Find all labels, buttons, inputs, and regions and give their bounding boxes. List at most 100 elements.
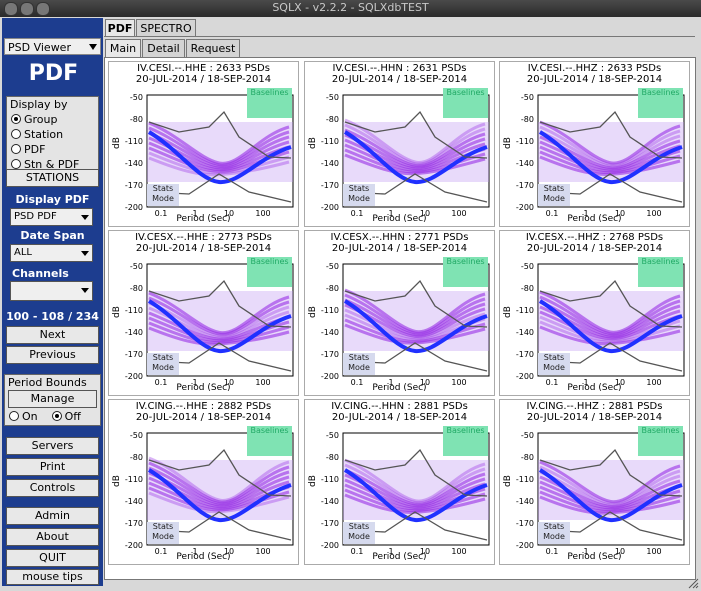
next-button[interactable]: Next xyxy=(6,326,99,344)
y-tick-label: -110 xyxy=(516,306,534,315)
y-tick-label: -50 xyxy=(521,431,534,440)
display-pdf-select[interactable]: PSD PDF xyxy=(10,208,93,226)
radio-station[interactable]: Station xyxy=(7,127,98,142)
minimize-icon[interactable] xyxy=(20,2,34,16)
stats-legend[interactable]: Stats Mode xyxy=(538,522,570,544)
baselines-legend[interactable]: Baselines xyxy=(638,257,683,287)
baselines-legend[interactable]: Baselines xyxy=(443,88,488,118)
stats-label: Stats xyxy=(348,353,370,362)
stats-label: Stats xyxy=(152,184,174,193)
tab-request[interactable]: Request xyxy=(186,39,240,57)
y-tick-label: -140 xyxy=(321,328,339,337)
pdf-plot[interactable]: IV.CING.--.HHE : 2882 PSDs 20-JUL-2014 /… xyxy=(108,399,299,565)
plot-dates: 20-JUL-2014 / 18-SEP-2014 xyxy=(526,74,663,85)
x-tick-label: 100 xyxy=(646,209,661,218)
y-tick-label: -50 xyxy=(521,262,534,271)
radio-on[interactable]: On xyxy=(9,410,38,423)
channels-select[interactable] xyxy=(10,281,93,301)
controls-button[interactable]: Controls xyxy=(6,479,99,497)
radio-label: Stn & PDF xyxy=(24,158,80,171)
about-button[interactable]: About xyxy=(6,528,99,546)
stats-legend[interactable]: Stats Mode xyxy=(147,522,179,544)
y-tick-label: -170 xyxy=(125,519,143,528)
period-bounds-panel: Period Bounds Manage On Off xyxy=(4,374,101,426)
x-tick-label: 10 xyxy=(420,378,430,387)
radio-pdf[interactable]: PDF xyxy=(7,142,98,157)
mouse-tips-button[interactable]: mouse tips xyxy=(6,569,99,585)
pdf-plot[interactable]: IV.CESX.--.HHE : 2773 PSDs 20-JUL-2014 /… xyxy=(108,230,299,396)
y-tick-label: -140 xyxy=(516,497,534,506)
tab-spectro[interactable]: SPECTRO xyxy=(136,19,196,37)
pdf-plot[interactable]: IV.CING.--.HHZ : 2881 PSDs 20-JUL-2014 /… xyxy=(499,399,690,565)
baselines-legend[interactable]: Baselines xyxy=(443,257,488,287)
tab-main[interactable]: Main xyxy=(105,39,141,57)
stats-legend[interactable]: Stats Mode xyxy=(147,184,179,206)
x-tick-label: 1 xyxy=(192,209,197,218)
stats-legend[interactable]: Stats Mode xyxy=(538,184,570,206)
plot-title: IV.CESI.--.HHE : 2633 PSDs xyxy=(137,63,270,74)
radio-off[interactable]: Off xyxy=(51,410,81,423)
date-span-label: Date Span xyxy=(20,229,85,242)
y-tick-label: -50 xyxy=(521,93,534,102)
admin-button[interactable]: Admin xyxy=(6,507,99,525)
y-axis-label: dB xyxy=(502,306,513,318)
y-tick-label: -80 xyxy=(130,284,143,293)
plots-grid: IV.CESI.--.HHE : 2633 PSDs 20-JUL-2014 /… xyxy=(104,57,696,580)
y-axis-label: dB xyxy=(111,137,122,149)
previous-button[interactable]: Previous xyxy=(6,346,99,364)
x-axis-label: Period (Sec) xyxy=(176,552,231,562)
display-pdf-label: Display PDF xyxy=(15,193,90,206)
baselines-legend[interactable]: Baselines xyxy=(247,88,292,118)
viewer-select[interactable]: PSD Viewer xyxy=(4,38,101,55)
y-tick-label: -170 xyxy=(321,519,339,528)
pdf-chart: -50 -80 -110 -140 -170 -200 0.1 1 10 100 xyxy=(321,93,490,218)
maximize-icon[interactable] xyxy=(36,2,50,16)
pdf-chart: -50 -80 -110 -140 -170 -200 0.1 1 10 100 xyxy=(516,93,685,218)
stations-button[interactable]: STATIONS xyxy=(6,169,99,187)
stats-legend[interactable]: Stats Mode xyxy=(343,522,375,544)
baselines-legend[interactable]: Baselines xyxy=(443,426,488,456)
baselines-legend[interactable]: Baselines xyxy=(247,426,292,456)
pdf-plot[interactable]: IV.CESX.--.HHZ : 2768 PSDs 20-JUL-2014 /… xyxy=(499,230,690,396)
pdf-plot[interactable]: IV.CESI.--.HHE : 2633 PSDs 20-JUL-2014 /… xyxy=(108,61,299,227)
y-tick-label: -200 xyxy=(321,203,339,212)
stats-legend[interactable]: Stats Mode xyxy=(343,184,375,206)
title-bar: SQLX - v2.2.2 - SQLXdbTEST xyxy=(0,0,701,17)
stats-legend[interactable]: Stats Mode xyxy=(147,353,179,375)
tab-detail[interactable]: Detail xyxy=(142,39,185,57)
y-tick-label: -110 xyxy=(516,475,534,484)
stats-label: Stats xyxy=(543,522,565,531)
quit-button[interactable]: QUIT xyxy=(6,549,99,567)
radio-group[interactable]: Group xyxy=(7,112,98,127)
tab-pdf[interactable]: PDF xyxy=(105,19,135,37)
stats-legend[interactable]: Stats Mode xyxy=(538,353,570,375)
pdf-plot[interactable]: IV.CESI.--.HHN : 2631 PSDs 20-JUL-2014 /… xyxy=(304,61,495,227)
stats-label: Stats xyxy=(543,353,565,362)
plot-dates: 20-JUL-2014 / 18-SEP-2014 xyxy=(526,243,663,254)
pdf-chart: -50 -80 -110 -140 -170 -200 0.1 1 10 100 xyxy=(125,93,294,218)
baselines-legend[interactable]: Baselines xyxy=(247,257,292,287)
pdf-plot[interactable]: IV.CESX.--.HHN : 2771 PSDs 20-JUL-2014 /… xyxy=(304,230,495,396)
print-button[interactable]: Print xyxy=(6,458,99,476)
y-tick-label: -80 xyxy=(521,284,534,293)
stats-legend[interactable]: Stats Mode xyxy=(343,353,375,375)
radio-label: On xyxy=(22,410,38,423)
radio-stn-pdf[interactable]: Stn & PDF xyxy=(7,157,98,172)
y-tick-label: -140 xyxy=(321,159,339,168)
close-icon[interactable] xyxy=(4,2,18,16)
baselines-legend[interactable]: Baselines xyxy=(638,88,683,118)
x-tick-label: 100 xyxy=(451,378,466,387)
x-tick-label: 10 xyxy=(615,209,625,218)
servers-button[interactable]: Servers xyxy=(6,437,99,455)
mode-label: Mode xyxy=(152,532,174,541)
radio-label: Off xyxy=(64,410,81,423)
resize-grip-icon[interactable] xyxy=(687,577,699,589)
pdf-plot[interactable]: IV.CING.--.HHN : 2881 PSDs 20-JUL-2014 /… xyxy=(304,399,495,565)
baselines-legend[interactable]: Baselines xyxy=(638,426,683,456)
pdf-plot[interactable]: IV.CESI.--.HHZ : 2633 PSDs 20-JUL-2014 /… xyxy=(499,61,690,227)
date-span-select[interactable]: ALL xyxy=(10,244,93,262)
radio-icon xyxy=(11,144,21,154)
x-tick-label: 1 xyxy=(388,547,393,556)
manage-button[interactable]: Manage xyxy=(8,390,97,408)
sidebar: PSD Viewer PDF Display by Group Station … xyxy=(2,18,103,586)
